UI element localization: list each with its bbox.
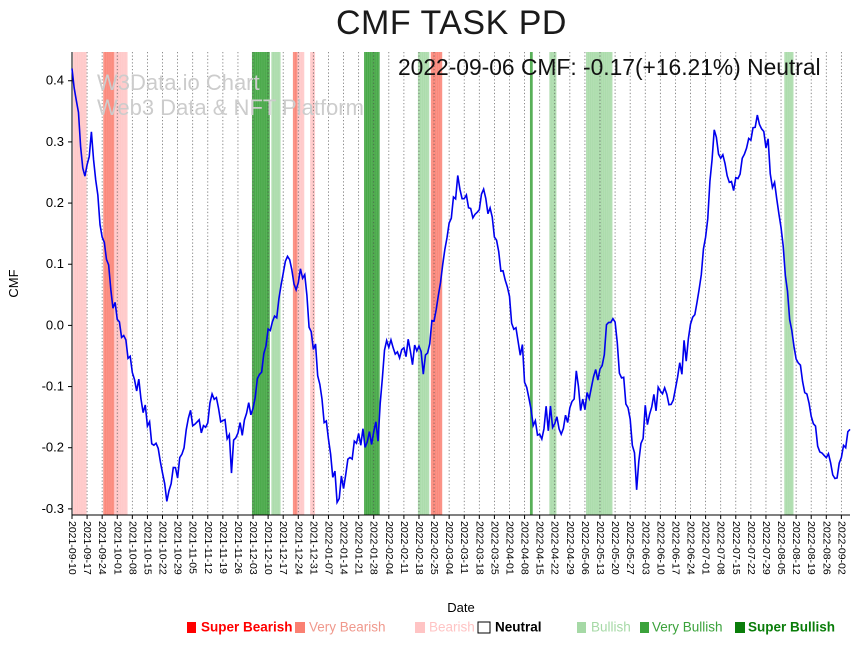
svg-text:2021-10-01: 2021-10-01: [111, 521, 123, 575]
svg-text:CMF: CMF: [6, 269, 21, 297]
svg-text:0.4: 0.4: [46, 73, 64, 88]
svg-text:2022-07-15: 2022-07-15: [730, 521, 742, 575]
svg-text:2022-01-07: 2022-01-07: [322, 521, 334, 575]
svg-text:2022-03-04: 2022-03-04: [443, 521, 455, 575]
svg-text:2022-04-22: 2022-04-22: [549, 521, 561, 575]
svg-text:Neutral: Neutral: [495, 620, 542, 635]
svg-text:2022-02-11: 2022-02-11: [398, 521, 410, 574]
svg-text:0.0: 0.0: [46, 317, 64, 332]
svg-text:2022-08-19: 2022-08-19: [805, 521, 817, 575]
svg-text:2022-09-02: 2022-09-02: [835, 521, 847, 575]
svg-text:2022-03-25: 2022-03-25: [488, 521, 500, 575]
svg-text:-0.2: -0.2: [42, 440, 64, 455]
svg-text:2022-07-22: 2022-07-22: [745, 521, 757, 575]
svg-text:2022-06-24: 2022-06-24: [685, 521, 697, 575]
svg-text:2022-06-17: 2022-06-17: [669, 521, 681, 575]
svg-text:2022-02-25: 2022-02-25: [428, 521, 440, 575]
svg-text:2021-12-31: 2021-12-31: [307, 521, 319, 575]
svg-text:2022-05-20: 2022-05-20: [609, 521, 621, 575]
svg-text:Date: Date: [447, 600, 474, 615]
svg-text:Very Bullish: Very Bullish: [652, 620, 723, 635]
svg-text:Bearish: Bearish: [429, 620, 475, 635]
svg-text:2021-12-17: 2021-12-17: [277, 521, 289, 575]
svg-text:2021-11-05: 2021-11-05: [187, 521, 199, 574]
svg-text:2022-08-26: 2022-08-26: [820, 521, 832, 575]
svg-text:2021-10-22: 2021-10-22: [157, 521, 169, 575]
svg-text:2022-07-08: 2022-07-08: [715, 521, 727, 575]
svg-text:2022-06-03: 2022-06-03: [639, 521, 651, 575]
svg-text:2022-05-27: 2022-05-27: [624, 521, 636, 575]
svg-text:0.3: 0.3: [46, 134, 64, 149]
svg-text:2021-11-26: 2021-11-26: [232, 521, 244, 574]
svg-text:2021-12-24: 2021-12-24: [292, 521, 304, 575]
svg-text:2021-11-19: 2021-11-19: [217, 521, 229, 574]
svg-text:2022-05-06: 2022-05-06: [579, 521, 591, 575]
svg-text:2022-01-21: 2022-01-21: [353, 521, 365, 575]
svg-text:-0.3: -0.3: [42, 501, 64, 516]
svg-text:2022-08-12: 2022-08-12: [790, 521, 802, 575]
svg-text:2022-04-01: 2022-04-01: [503, 521, 515, 575]
svg-text:2022-03-11: 2022-03-11: [458, 521, 470, 574]
svg-text:2022-02-04: 2022-02-04: [383, 521, 395, 575]
svg-text:2021-09-17: 2021-09-17: [81, 521, 93, 575]
svg-text:2022-01-28: 2022-01-28: [368, 521, 380, 575]
svg-text:2022-06-10: 2022-06-10: [654, 521, 666, 575]
svg-text:0.1: 0.1: [46, 256, 64, 271]
svg-text:2022-05-13: 2022-05-13: [594, 521, 606, 575]
svg-text:2022-07-29: 2022-07-29: [760, 521, 772, 575]
svg-text:2022-03-18: 2022-03-18: [473, 521, 485, 575]
svg-text:Super Bearish: Super Bearish: [201, 620, 293, 635]
svg-text:2021-10-29: 2021-10-29: [172, 521, 184, 575]
svg-text:2022-07-01: 2022-07-01: [700, 521, 712, 575]
svg-text:2022-01-14: 2022-01-14: [338, 521, 350, 575]
svg-text:0.2: 0.2: [46, 195, 64, 210]
svg-text:Very Bearish: Very Bearish: [309, 620, 386, 635]
svg-text:2022-02-18: 2022-02-18: [413, 521, 425, 575]
svg-text:2022-04-15: 2022-04-15: [534, 521, 546, 575]
svg-text:2021-11-12: 2021-11-12: [202, 521, 214, 574]
svg-text:2021-10-08: 2021-10-08: [126, 521, 138, 575]
svg-text:2021-12-10: 2021-12-10: [262, 521, 274, 575]
svg-text:Bullish: Bullish: [591, 620, 631, 635]
svg-text:2021-10-15: 2021-10-15: [141, 521, 153, 575]
svg-text:2021-12-03: 2021-12-03: [247, 521, 259, 575]
svg-text:Super Bullish: Super Bullish: [748, 620, 835, 635]
svg-text:2021-09-24: 2021-09-24: [96, 521, 108, 575]
svg-text:2022-04-29: 2022-04-29: [564, 521, 576, 575]
svg-text:-0.1: -0.1: [42, 379, 64, 394]
svg-text:2022-08-05: 2022-08-05: [775, 521, 787, 575]
svg-text:2021-09-10: 2021-09-10: [66, 521, 78, 575]
svg-text:2022-04-08: 2022-04-08: [519, 521, 531, 575]
